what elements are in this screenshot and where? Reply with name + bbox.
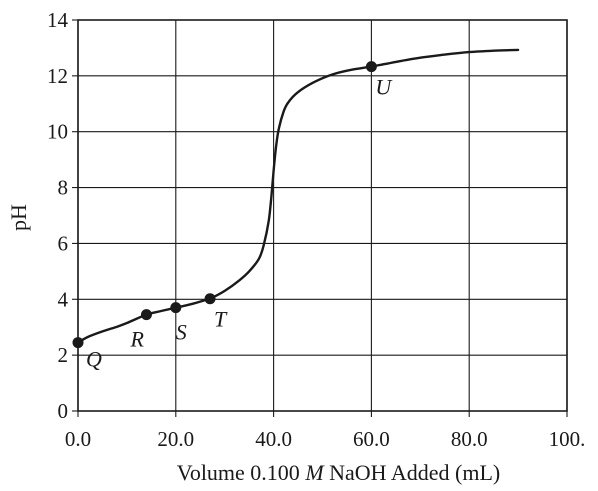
y-tick-label: 4 xyxy=(58,287,69,311)
x-tick-label: 60.0 xyxy=(353,427,390,451)
axis-ticks xyxy=(72,19,568,417)
y-axis-title: pH xyxy=(6,204,31,231)
x-tick-label: 100. xyxy=(549,427,586,451)
point-label-r: R xyxy=(129,327,144,352)
point-label-u: U xyxy=(375,75,393,100)
point-label-q: Q xyxy=(86,347,102,372)
y-tick-label: 0 xyxy=(58,399,69,423)
x-axis-title-unit: M xyxy=(304,460,325,485)
y-tick-label: 14 xyxy=(47,8,69,32)
point-marker-t xyxy=(204,293,216,305)
x-axis-title-rest: NaOH Added (mL) xyxy=(324,460,501,485)
x-tick-label: 20.0 xyxy=(157,427,194,451)
y-tick-label: 12 xyxy=(47,64,68,88)
x-tick-label: 0.0 xyxy=(65,427,91,451)
y-tick-label: 6 xyxy=(58,231,69,255)
titration-curve xyxy=(76,48,520,344)
point-marker-q xyxy=(72,337,84,349)
x-axis-title: Volume 0.100 M NaOH Added (mL) xyxy=(177,460,500,485)
point-label-t: T xyxy=(214,307,228,332)
point-labels: Q R S T U xyxy=(86,75,393,372)
x-tick-labels: 0.0 20.0 40.0 60.0 80.0 100. xyxy=(65,427,586,451)
y-tick-label: 10 xyxy=(47,120,68,144)
point-markers xyxy=(72,61,377,349)
point-label-s: S xyxy=(176,320,187,345)
point-marker-r xyxy=(140,309,152,321)
y-tick-labels: 0 2 4 6 8 10 12 14 xyxy=(47,8,69,423)
y-tick-label: 2 xyxy=(58,343,69,367)
x-axis-title-text: Volume 0.100 xyxy=(177,460,306,485)
x-tick-label: 80.0 xyxy=(451,427,488,451)
point-marker-u xyxy=(365,61,377,73)
y-tick-label: 8 xyxy=(58,176,69,200)
plot-frame xyxy=(77,19,568,412)
x-tick-label: 40.0 xyxy=(255,427,292,451)
point-marker-s xyxy=(170,302,182,314)
